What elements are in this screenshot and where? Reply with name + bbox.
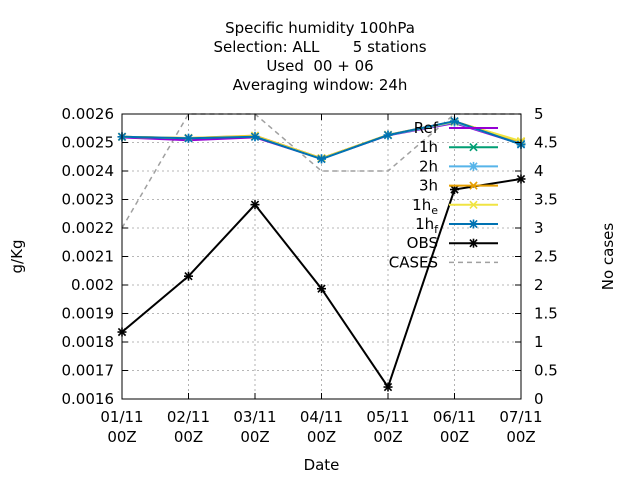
x-tick-label-line: 00Z bbox=[174, 428, 203, 446]
legend-item-cases: CASES bbox=[389, 253, 498, 271]
legend-label-subscript: e bbox=[431, 204, 438, 217]
data-point-1h-f bbox=[383, 130, 393, 140]
legend-label: 1h bbox=[419, 138, 438, 156]
y2-tick-label: 1.5 bbox=[534, 305, 558, 323]
y2-tick-label: 3 bbox=[534, 219, 544, 237]
chart-title-line-3: Used 00 + 06 bbox=[266, 57, 374, 75]
x-tick-label: 07/11 00Z bbox=[499, 408, 542, 446]
x-tick-label-line: 02/11 bbox=[167, 408, 210, 426]
data-point-obs bbox=[317, 284, 326, 294]
legend-item-1h-e: 1he bbox=[412, 196, 498, 217]
x-tick-label-line: 00Z bbox=[440, 428, 469, 446]
y2-tick-label: 0.5 bbox=[534, 362, 558, 380]
data-point-1h-f bbox=[184, 133, 193, 143]
x-tick-label: 03/11 00Z bbox=[233, 408, 276, 446]
chart-title-line-4: Averaging window: 24h bbox=[232, 76, 408, 94]
y-tick-label: 0.0025 bbox=[62, 134, 115, 152]
humidity-series bbox=[117, 116, 526, 392]
y2-tick-label: 0 bbox=[534, 390, 544, 408]
x-tick-label: 04/11 00Z bbox=[300, 408, 343, 446]
x-tick-label-line: 05/11 bbox=[366, 408, 409, 426]
y-tick-label: 0.0017 bbox=[62, 362, 115, 380]
chart-title-line-1: Specific humidity 100hPa bbox=[225, 19, 415, 37]
data-point-1h-f bbox=[317, 154, 326, 164]
legend-item-ref: Ref bbox=[414, 119, 498, 137]
y2-tick-label: 5 bbox=[534, 105, 544, 123]
legend-label: 3h bbox=[419, 177, 438, 195]
legend-item-2h: 2h bbox=[419, 157, 498, 175]
x-tick-label-line: 00Z bbox=[307, 428, 336, 446]
x-tick-label-line: 00Z bbox=[373, 428, 402, 446]
data-point-obs bbox=[383, 382, 393, 392]
axes: 0.0016 0.0017 0.0018 0.0019 0.002 0.0021 0.002… bbox=[62, 105, 558, 446]
y-tick-label: 0.002 bbox=[71, 276, 114, 294]
x-tick-label: 01/11 00Z bbox=[100, 408, 143, 446]
legend-label: OBS bbox=[407, 234, 438, 252]
y-tick-label: 0.0019 bbox=[62, 305, 115, 323]
x-tick-label: 02/11 00Z bbox=[167, 408, 210, 446]
y-tick-label: 0.0026 bbox=[62, 105, 115, 123]
series-obs bbox=[117, 174, 526, 392]
y2-tick-label: 2 bbox=[534, 276, 544, 294]
y2-tick-label: 4 bbox=[534, 162, 544, 180]
x-tick-label-line: 00Z bbox=[240, 428, 269, 446]
y-axis-label: g/Kg bbox=[8, 240, 26, 274]
x-tick-label-line: 03/11 bbox=[233, 408, 276, 426]
x-tick-label-line: 07/11 bbox=[499, 408, 542, 426]
data-point-1h-f bbox=[250, 132, 260, 142]
y2-tick-label: 4.5 bbox=[534, 134, 558, 152]
y2-axis-label: No cases bbox=[599, 223, 617, 291]
legend-label: 2h bbox=[419, 157, 438, 175]
x-tick-label-line: 01/11 bbox=[100, 408, 143, 426]
marker-stroke bbox=[469, 200, 478, 209]
x-tick-label-line: 00Z bbox=[506, 428, 535, 446]
data-point-obs bbox=[184, 271, 193, 281]
legend-label: 1he bbox=[412, 196, 438, 217]
y-tick-label: 0.0024 bbox=[62, 162, 115, 180]
x-tick-label-line: 00Z bbox=[107, 428, 136, 446]
x-tick-label: 05/11 00Z bbox=[366, 408, 409, 446]
legend-label: 1hf bbox=[415, 215, 439, 236]
y2-tick-label: 3.5 bbox=[534, 191, 558, 209]
marker-stroke bbox=[469, 143, 478, 152]
legend-item-1h-f: 1hf bbox=[415, 215, 498, 236]
x-axis-label: Date bbox=[304, 456, 340, 474]
legend-label-subscript: f bbox=[434, 223, 439, 236]
x-tick-label-line: 06/11 bbox=[433, 408, 476, 426]
y2-tick-label: 1 bbox=[534, 333, 544, 351]
legend-label: Ref bbox=[414, 119, 439, 137]
y-tick-label: 0.0018 bbox=[62, 333, 115, 351]
y2-tick-label: 2.5 bbox=[534, 248, 558, 266]
legend-label: CASES bbox=[389, 253, 438, 271]
marker-stroke bbox=[469, 181, 478, 190]
chart-title-line-2: Selection: ALL 5 stations bbox=[213, 38, 427, 56]
y-tick-label: 0.0023 bbox=[62, 191, 115, 209]
legend-item-obs: OBS bbox=[407, 234, 498, 252]
y-tick-label: 0.0016 bbox=[62, 390, 115, 408]
series-1h-f bbox=[117, 116, 526, 164]
x-tick-label: 06/11 00Z bbox=[433, 408, 476, 446]
y-tick-label: 0.0022 bbox=[62, 219, 115, 237]
y-tick-label: 0.0021 bbox=[62, 248, 115, 266]
legend-item-3h: 3h bbox=[419, 177, 498, 195]
legend-item-1h: 1h bbox=[419, 138, 498, 156]
x-tick-label-line: 04/11 bbox=[300, 408, 343, 426]
data-point-obs bbox=[250, 200, 260, 210]
